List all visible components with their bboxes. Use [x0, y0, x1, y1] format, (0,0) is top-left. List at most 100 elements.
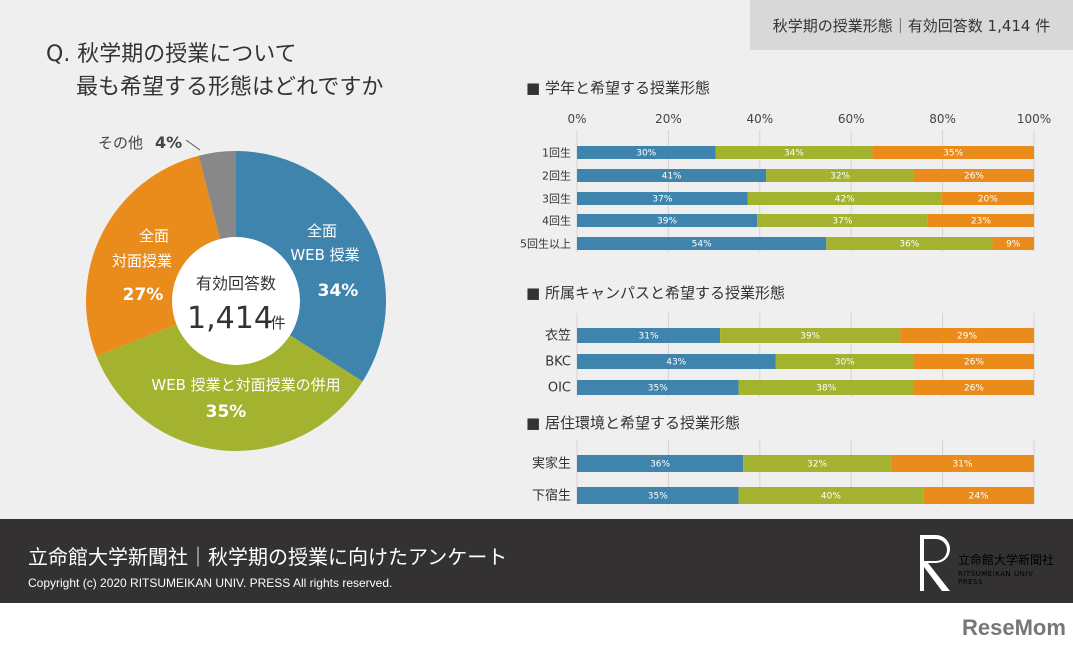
- bar-segment: [992, 237, 1034, 250]
- resemom-watermark: ReseMom: [962, 615, 1066, 640]
- data-label: 34%: [784, 149, 804, 159]
- bar-segment: [577, 192, 748, 205]
- press-logo: 立命館大学新聞社 RITSUMEIKAN UNIV PRESS: [918, 533, 1058, 593]
- tick-label: 0%: [567, 112, 586, 126]
- bar-segment: [890, 455, 1034, 472]
- data-label: 30%: [636, 149, 656, 159]
- group-title: ■ 所属キャンパスと希望する授業形態: [526, 284, 785, 302]
- tick-label: 40%: [746, 112, 773, 126]
- r-logo-icon: [920, 535, 950, 591]
- slice-pct: 4%: [155, 133, 182, 152]
- bar-segment: [738, 487, 924, 504]
- data-label: 26%: [964, 358, 984, 368]
- category-label: OIC: [548, 381, 571, 396]
- infographic-panel: 秋学期の授業形態｜有効回答数 1,414 件 Q. 秋学期の授業について 最も希…: [0, 0, 1073, 519]
- bar-segment: [577, 169, 767, 182]
- data-label: 43%: [666, 358, 686, 368]
- group-title: ■ 居住環境と希望する授業形態: [526, 414, 740, 432]
- bar-segment: [715, 146, 873, 159]
- tick-label: 100%: [1017, 112, 1051, 126]
- data-label: 26%: [964, 384, 984, 394]
- data-label: 41%: [662, 172, 682, 182]
- bar-segment: [747, 192, 942, 205]
- data-label: 32%: [830, 172, 850, 182]
- bar-segment: [743, 455, 891, 472]
- data-label: 30%: [835, 358, 855, 368]
- data-label: 42%: [835, 195, 855, 205]
- stacked-bar-charts: 0% 20% 40% 60% 80% 100% ■ 学年と希望する授業形態 1回生 30% 34%…: [520, 79, 1051, 505]
- data-label: 9%: [1006, 240, 1021, 250]
- bar-segment: [738, 380, 914, 395]
- tick-label: 20%: [655, 112, 682, 126]
- data-label: 36%: [650, 460, 670, 470]
- category-label: 5回生以上: [520, 237, 571, 251]
- center-value: 1,414: [187, 301, 273, 336]
- pie-center-hole: [172, 237, 300, 365]
- data-label: 35%: [648, 384, 668, 394]
- bar-segment: [577, 354, 776, 369]
- pie-slice: [96, 301, 363, 452]
- question-line2: 最も希望する形態はどれですか: [76, 75, 384, 100]
- data-label: 31%: [952, 460, 972, 470]
- bar-segment: [577, 214, 758, 227]
- slice-pct: 27%: [123, 285, 164, 305]
- data-label: 32%: [807, 460, 827, 470]
- data-label: 31%: [639, 332, 659, 342]
- category-label: 実家生: [532, 456, 571, 472]
- bar-segment: [720, 328, 901, 343]
- bar-segment: [927, 214, 1034, 227]
- center-unit: 件: [270, 314, 285, 332]
- group-title: ■ 学年と希望する授業形態: [526, 79, 710, 97]
- bar-segment: [941, 192, 1034, 205]
- slice-label: WEB 授業: [290, 246, 359, 264]
- logo-en: RITSUMEIKAN UNIV PRESS: [958, 570, 1034, 586]
- bar-segment: [757, 214, 928, 227]
- data-label: 39%: [657, 217, 677, 227]
- bar-segment: [577, 487, 739, 504]
- data-label: 38%: [816, 384, 836, 394]
- bar-segment: [577, 146, 716, 159]
- footer-title: 立命館大学新聞社｜秋学期の授業に向けたアンケート: [28, 545, 508, 569]
- slice-pct: 34%: [318, 281, 359, 301]
- bar-segment: [826, 237, 993, 250]
- bar-segment: [577, 328, 721, 343]
- center-label: 有効回答数: [196, 274, 276, 293]
- data-label: 26%: [964, 172, 984, 182]
- question-line1: Q. 秋学期の授業について: [46, 42, 297, 67]
- category-label: 1回生: [542, 146, 571, 160]
- data-label: 37%: [652, 195, 672, 205]
- bar-segment: [577, 380, 739, 395]
- leader-line: [185, 139, 201, 151]
- data-label: 35%: [943, 149, 963, 159]
- category-label: 衣笠: [545, 328, 571, 344]
- data-label: 39%: [800, 332, 820, 342]
- slice-label: WEB 授業と対面授業の併用: [151, 376, 340, 394]
- category-label: 3回生: [542, 192, 571, 206]
- data-label: 20%: [978, 195, 998, 205]
- data-label: 36%: [899, 240, 919, 250]
- data-label: 24%: [969, 492, 989, 502]
- slice-pct: 35%: [206, 402, 247, 422]
- bar-segment: [872, 146, 1034, 159]
- question-title: Q. 秋学期の授業について 最も希望する形態はどれですか: [46, 38, 383, 104]
- data-label: 40%: [821, 492, 841, 502]
- tick-label: 80%: [929, 112, 956, 126]
- bar-segment: [766, 169, 914, 182]
- bar-segment: [577, 455, 744, 472]
- header-badge: 秋学期の授業形態｜有効回答数 1,414 件: [750, 0, 1073, 50]
- slice-label: 対面授業: [112, 252, 172, 270]
- bar-segment: [900, 328, 1034, 343]
- data-label: 37%: [832, 217, 852, 227]
- bar-segment: [913, 380, 1034, 395]
- bar-segment: [577, 237, 827, 250]
- footer: 立命館大学新聞社｜秋学期の授業に向けたアンケート Copyright (c) 2…: [0, 519, 1073, 603]
- logo-jp: 立命館大学新聞社: [958, 553, 1055, 567]
- bar-segment: [913, 169, 1034, 182]
- slice-label: その他: [98, 134, 143, 152]
- bar-segment: [913, 354, 1034, 369]
- copyright: Copyright (c) 2020 RITSUMEIKAN UNIV. PRE…: [28, 576, 393, 590]
- data-label: 29%: [957, 332, 977, 342]
- bar-segment: [775, 354, 914, 369]
- bar-segment: [923, 487, 1034, 504]
